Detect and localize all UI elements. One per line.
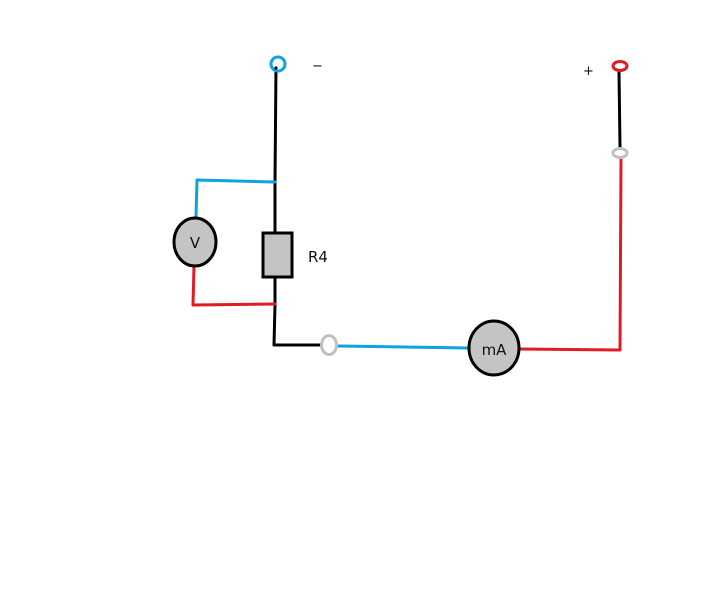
positive-terminal[interactable] <box>611 60 629 72</box>
positive-terminal-ring[interactable] <box>611 60 629 72</box>
milliammeter-body <box>467 319 521 377</box>
blue-wires <box>194 178 470 350</box>
wire-milliammeter-to-positive <box>517 157 623 352</box>
wire-voltmeter-bottom <box>191 264 277 307</box>
wire-positive-to-switch <box>617 70 622 149</box>
resistor-r4 <box>261 231 294 279</box>
black-wires <box>272 64 622 347</box>
wire-resistor-to-switch <box>272 275 323 347</box>
wire-switch-to-milliammeter <box>336 344 470 350</box>
red-wires <box>191 157 623 352</box>
voltmeter-body <box>172 216 218 268</box>
positive-terminal-label: + <box>583 64 594 79</box>
milliammeter-label: mA <box>482 341 508 359</box>
voltmeter: V <box>172 216 218 268</box>
switch-contact-top[interactable] <box>611 147 629 159</box>
milliammeter: mA <box>467 319 521 377</box>
wire-negative-to-resistor <box>273 64 278 235</box>
negative-terminal-label: − <box>312 59 323 74</box>
wire-voltmeter-top <box>194 178 277 219</box>
negative-terminal-junction <box>274 66 278 70</box>
negative-terminal[interactable] <box>269 55 287 73</box>
switch-contact-bottom[interactable] <box>320 334 338 356</box>
negative-terminal-ring[interactable] <box>269 55 287 73</box>
resistor-label: R4 <box>308 248 328 266</box>
voltmeter-label: V <box>190 234 201 252</box>
